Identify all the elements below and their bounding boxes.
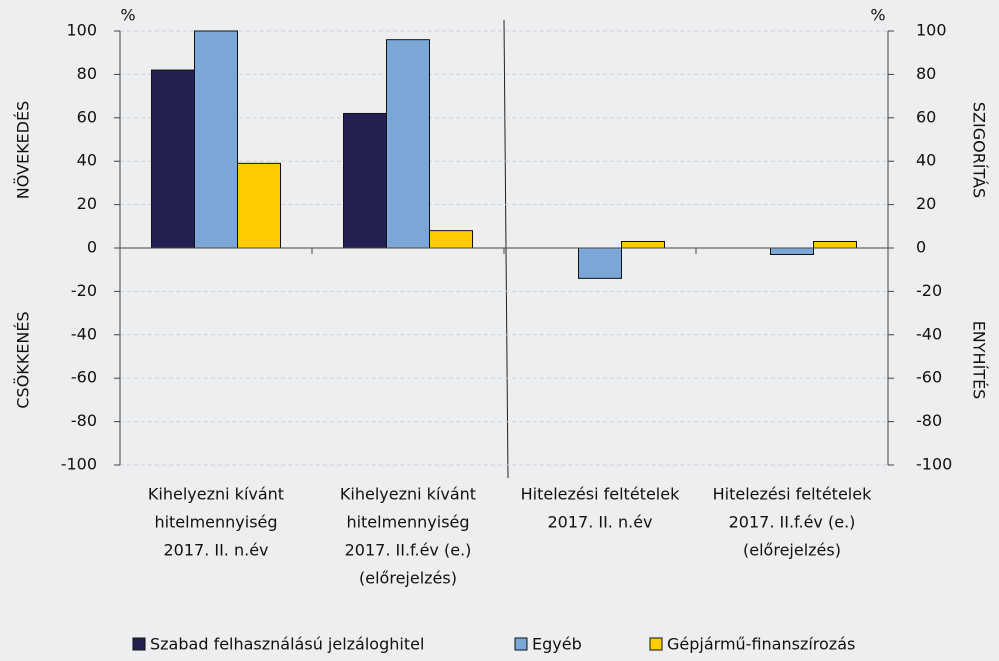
- x-tick-label: 2017. II.f.év (e.): [729, 513, 856, 532]
- bar: [151, 69, 195, 249]
- bar: [621, 240, 665, 249]
- x-tick-label: Hitelezési feltételek: [521, 485, 680, 504]
- y-tick-label: -80: [71, 411, 97, 430]
- y-unit: %: [120, 6, 135, 25]
- y2-tick-label: 80: [916, 64, 936, 83]
- y-label-bottom: CSÖKKENÉS: [14, 311, 33, 408]
- y-label-top: NÖVEKEDÉS: [14, 101, 33, 200]
- x-tick-label: (előrejelzés): [359, 569, 457, 588]
- bar: [429, 230, 473, 249]
- x-tick-label: hitelmennyiség: [154, 513, 277, 532]
- bar: [343, 112, 387, 249]
- y-tick-label: -100: [61, 455, 97, 474]
- y-tick-label: 100: [66, 21, 97, 40]
- bar: [578, 247, 622, 279]
- x-tick-label: 2017. II. n.év: [163, 541, 268, 560]
- bar: [237, 162, 281, 249]
- y-tick-label: -40: [71, 324, 97, 343]
- y2-tick-label: 20: [916, 194, 936, 213]
- y2-tick-label: -20: [916, 281, 942, 300]
- y2-label-top: SZIGORÍTÁS: [970, 102, 989, 198]
- y2-tick-label: 0: [916, 238, 926, 257]
- y-tick-label: 40: [77, 151, 97, 170]
- y2-tick-label: -80: [916, 411, 942, 430]
- y2-label-bottom: ENYHÍTÉS: [970, 321, 989, 400]
- y-tick-label: -60: [71, 368, 97, 387]
- y-tick-label: -20: [71, 281, 97, 300]
- bar: [813, 240, 857, 249]
- y2-tick-label: 40: [916, 151, 936, 170]
- y2-tick-label: -40: [916, 324, 942, 343]
- x-tick-label: Kihelyezni kívánt: [340, 485, 476, 504]
- x-tick-label: 2017. II. n.év: [547, 513, 652, 532]
- y2-tick-label: -60: [916, 368, 942, 387]
- x-tick-label: hitelmennyiség: [346, 513, 469, 532]
- y2-unit: %: [870, 6, 885, 25]
- divider: [503, 19, 509, 479]
- legend-swatch: [649, 637, 663, 651]
- bar: [770, 247, 814, 256]
- legend-swatch: [132, 637, 146, 651]
- legend-label: Gépjármű-finanszírozás: [667, 635, 855, 654]
- legend-swatch: [514, 637, 528, 651]
- bar: [194, 30, 238, 249]
- x-tick-label: Kihelyezni kívánt: [148, 485, 284, 504]
- y2-tick-label: 100: [916, 21, 947, 40]
- x-tick-label: 2017. II.f.év (e.): [345, 541, 472, 560]
- y-tick-label: 20: [77, 194, 97, 213]
- x-tick-label: Hitelezési feltételek: [713, 485, 872, 504]
- x-tick-label: (előrejelzés): [743, 541, 841, 560]
- y2-tick-label: 60: [916, 107, 936, 126]
- legend-label: Szabad felhasználású jelzáloghitel: [150, 635, 424, 654]
- legend-label: Egyéb: [532, 635, 582, 654]
- y-tick-label: 0: [87, 238, 97, 257]
- y-tick-label: 80: [77, 64, 97, 83]
- y2-tick-label: -100: [916, 455, 952, 474]
- bar: [386, 39, 430, 249]
- y-tick-label: 60: [77, 107, 97, 126]
